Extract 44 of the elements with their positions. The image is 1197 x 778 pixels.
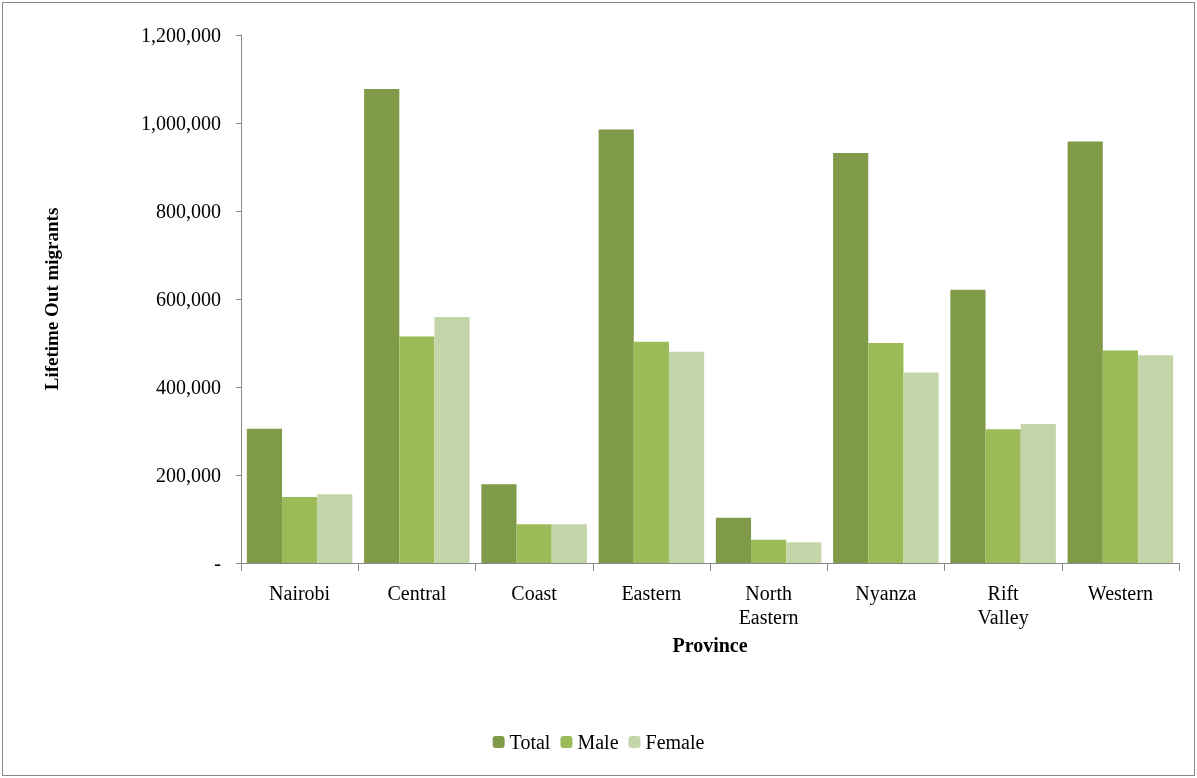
y-tick-label: 800,000 [156,200,221,222]
bar [903,372,939,563]
x-tick-label: Central [387,582,447,604]
x-tick-label: Eastern [621,582,682,604]
legend-label: Female [645,731,705,753]
y-tick-label: - [214,552,221,574]
bar [786,542,822,563]
bar [1137,355,1174,563]
x-tick-label: Nyanza [855,582,917,605]
y-tick-label: 600,000 [156,288,221,310]
y-tick-label: 200,000 [156,464,221,486]
x-tick-label: North Eastern [738,582,799,628]
x-tick-label: Nairobi [269,582,331,604]
bar [317,494,353,563]
bar [668,351,705,563]
y-axis-title: Lifetime Out migrants [41,207,62,391]
bar [598,129,634,563]
bar [985,429,1021,563]
bar [246,428,283,563]
x-tick-label: Rift Valley [977,582,1029,629]
legend-label: Male [577,731,619,753]
bar [282,497,318,563]
bar [715,517,752,563]
bar [833,152,869,563]
bar [868,343,904,563]
y-tick-label: 1,200,000 [141,24,221,46]
bar [1020,423,1056,563]
y-tick-label: 400,000 [156,376,221,398]
bar [516,524,552,563]
bar [633,341,669,563]
bar [399,336,435,563]
bar [1067,141,1103,563]
bar [551,524,587,563]
bar [481,484,517,563]
y-tick-label: 1,000,000 [141,112,221,134]
x-tick-label: Coast [511,582,558,604]
bar [1102,350,1138,563]
bar [364,89,400,563]
legend-label: Total [509,731,551,753]
bar [950,289,986,563]
x-tick-label: Western [1087,582,1153,604]
bar [434,317,470,563]
bar [751,539,787,563]
x-axis-title: Province [672,634,748,656]
